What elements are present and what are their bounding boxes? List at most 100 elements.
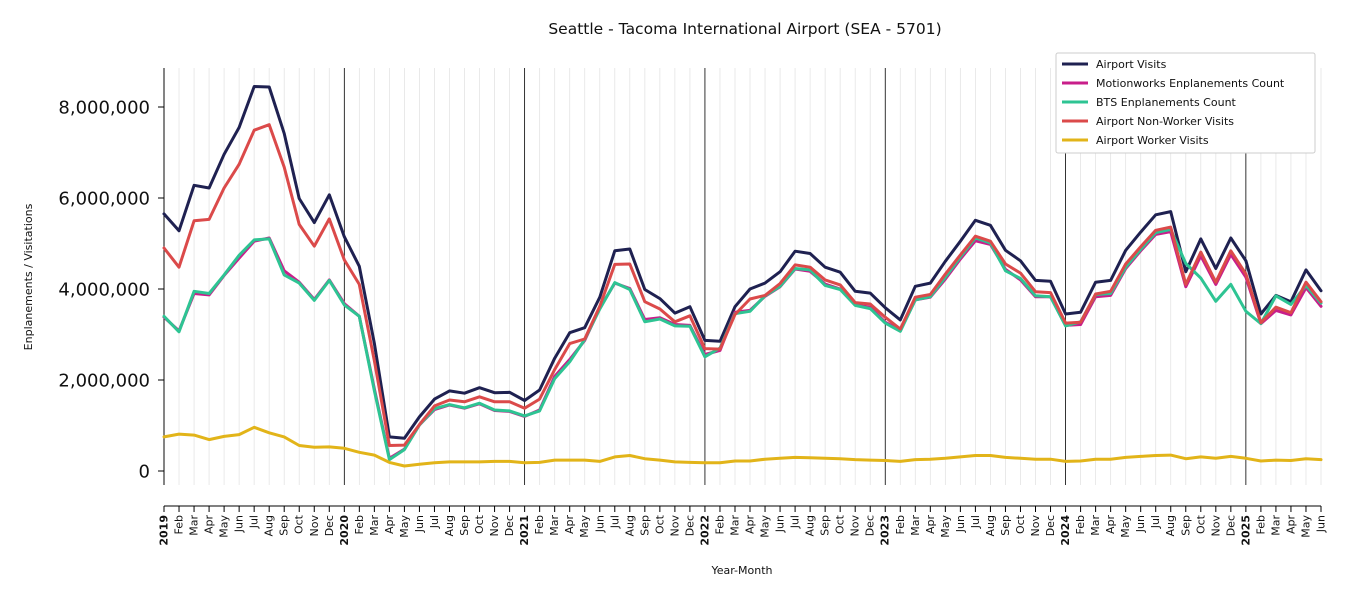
- x-month-label: Oct: [1014, 514, 1027, 534]
- x-month-label: Oct: [1194, 514, 1207, 534]
- x-month-label: Jun: [593, 515, 606, 533]
- x-month-label: Mar: [368, 515, 381, 536]
- x-year-label: 2024: [1059, 515, 1072, 546]
- x-month-label: Aug: [443, 515, 456, 536]
- x-month-label: Nov: [849, 515, 862, 537]
- x-month-label: Jun: [413, 515, 426, 533]
- x-month-label: Nov: [488, 515, 501, 537]
- x-month-label: Mar: [728, 515, 741, 536]
- series-line-airport-non-worker-visits: [162, 123, 1323, 447]
- x-month-label: Jul: [248, 515, 261, 529]
- y-tick-label: 2,000,000: [58, 371, 150, 392]
- x-month-label: Mar: [1089, 515, 1102, 536]
- x-month-label: Dec: [503, 515, 516, 536]
- x-month-label: Jul: [428, 515, 441, 529]
- x-month-label: Mar: [188, 515, 201, 536]
- y-tick-label: 6,000,000: [58, 189, 150, 210]
- x-month-label: Aug: [1164, 515, 1177, 536]
- legend-box: [1055, 52, 1316, 154]
- x-month-label: Aug: [804, 515, 817, 536]
- x-month-label: Nov: [1029, 515, 1042, 537]
- x-month-label: Oct: [293, 514, 306, 534]
- x-month-label: Jun: [1134, 515, 1147, 533]
- x-year-label: 2021: [518, 515, 531, 546]
- x-month-label: Feb: [894, 515, 907, 534]
- x-month-label: Dec: [683, 515, 696, 536]
- x-month-label: Apr: [924, 515, 937, 535]
- y-tick-label: 4,000,000: [58, 280, 150, 301]
- x-month-label: Oct: [473, 514, 486, 534]
- x-month-label: Aug: [263, 515, 276, 536]
- x-month-label: Oct: [834, 514, 847, 534]
- x-year-label: 2023: [879, 515, 892, 546]
- x-month-label: May: [1119, 515, 1132, 538]
- x-month-label: Jul: [608, 515, 621, 529]
- y-tick-label: 0: [139, 462, 150, 483]
- x-month-label: Sep: [1179, 515, 1192, 536]
- x-month-label: Apr: [203, 515, 216, 535]
- y-axis-label: Enplanements / Visitations: [22, 203, 35, 350]
- legend-label: Airport Non-Worker Visits: [1096, 115, 1234, 128]
- x-month-label: Feb: [1074, 515, 1087, 534]
- legend-label: Airport Worker Visits: [1096, 134, 1209, 147]
- x-month-label: Jul: [1149, 515, 1162, 529]
- x-month-label: May: [939, 515, 952, 538]
- x-month-label: Nov: [668, 515, 681, 537]
- chart-title: Seattle - Tacoma International Airport (…: [548, 20, 941, 38]
- legend-label: Motionworks Enplanements Count: [1096, 77, 1285, 90]
- legend-label: Airport Visits: [1096, 58, 1167, 71]
- x-month-label: Nov: [1209, 515, 1222, 537]
- x-year-label: 2022: [698, 515, 711, 546]
- x-month-label: Sep: [819, 515, 832, 536]
- x-month-label: Jul: [969, 515, 982, 529]
- series-layer: [162, 85, 1323, 468]
- x-month-label: Aug: [623, 515, 636, 536]
- x-month-label: Dec: [323, 515, 336, 536]
- x-month-label: Sep: [458, 515, 471, 536]
- series-line-airport-visits: [162, 85, 1323, 440]
- legend: Airport Visits Motionworks Enplanements C…: [1055, 52, 1316, 154]
- series-line-bts-enplanements-count: [162, 227, 1323, 462]
- series-line-airport-worker-visits: [162, 425, 1323, 468]
- y-tick-label: 8,000,000: [58, 98, 150, 119]
- x-month-label: Nov: [308, 515, 321, 537]
- x-month-label: Jul: [789, 515, 802, 529]
- x-month-label: Feb: [173, 515, 186, 534]
- series-line-motionworks-enplanements-count: [162, 230, 1323, 460]
- x-month-label: Sep: [278, 515, 291, 536]
- x-month-label: Jun: [1315, 515, 1328, 533]
- x-month-label: Apr: [563, 515, 576, 535]
- x-month-label: Feb: [353, 515, 366, 534]
- x-month-label: May: [1299, 515, 1312, 538]
- x-month-label: Dec: [1224, 515, 1237, 536]
- x-month-label: Feb: [713, 515, 726, 534]
- x-month-label: Feb: [1254, 515, 1267, 534]
- legend-label: BTS Enplanements Count: [1096, 96, 1237, 109]
- x-month-label: Dec: [1044, 515, 1057, 536]
- x-month-label: Aug: [984, 515, 997, 536]
- x-month-label: Dec: [864, 515, 877, 536]
- x-year-label: 2019: [158, 515, 171, 546]
- x-month-label: Feb: [533, 515, 546, 534]
- x-month-label: Apr: [744, 515, 757, 535]
- x-month-label: May: [578, 515, 591, 538]
- x-month-label: Jun: [954, 515, 967, 533]
- x-month-label: Sep: [999, 515, 1012, 536]
- x-month-label: Apr: [1104, 515, 1117, 535]
- x-month-label: Oct: [653, 514, 666, 534]
- x-month-label: May: [218, 515, 231, 538]
- x-year-label: 2020: [338, 515, 351, 546]
- x-month-label: Jun: [233, 515, 246, 533]
- x-month-label: Mar: [909, 515, 922, 536]
- axis-layer: 0 2,000,000 4,000,000 6,000,000 8,000,000 201…: [58, 68, 1328, 546]
- x-axis-label: Year-Month: [710, 564, 772, 577]
- x-month-label: Apr: [1284, 515, 1297, 535]
- x-month-label: May: [398, 515, 411, 538]
- x-month-label: Sep: [638, 515, 651, 536]
- x-month-label: May: [759, 515, 772, 538]
- x-year-label: 2025: [1239, 515, 1252, 546]
- x-month-label: Mar: [1269, 515, 1282, 536]
- x-month-label: Jun: [774, 515, 787, 533]
